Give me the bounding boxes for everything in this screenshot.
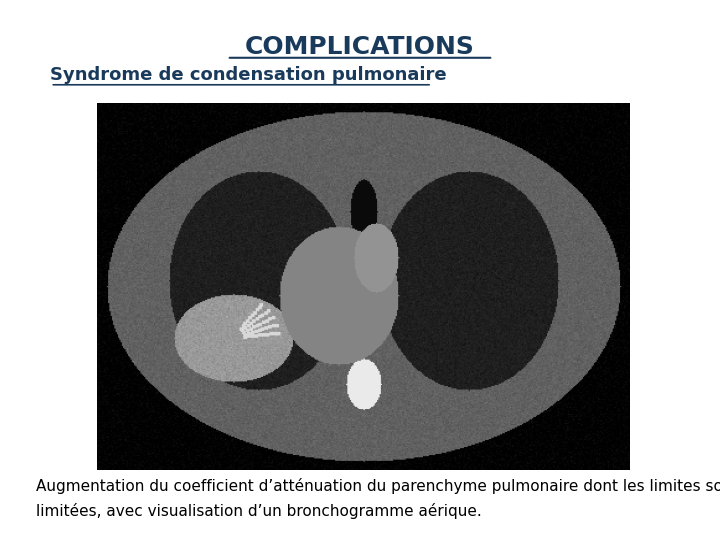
Text: Syndrome de condensation pulmonaire: Syndrome de condensation pulmonaire [50, 66, 447, 84]
Text: COMPLICATIONS: COMPLICATIONS [245, 35, 475, 59]
Text: Augmentation du coefficient d’atténuation du parenchyme pulmonaire dont les limi: Augmentation du coefficient d’atténuatio… [36, 478, 720, 494]
Text: limitées, avec visualisation d’un bronchogramme aérique.: limitées, avec visualisation d’un bronch… [36, 503, 482, 519]
